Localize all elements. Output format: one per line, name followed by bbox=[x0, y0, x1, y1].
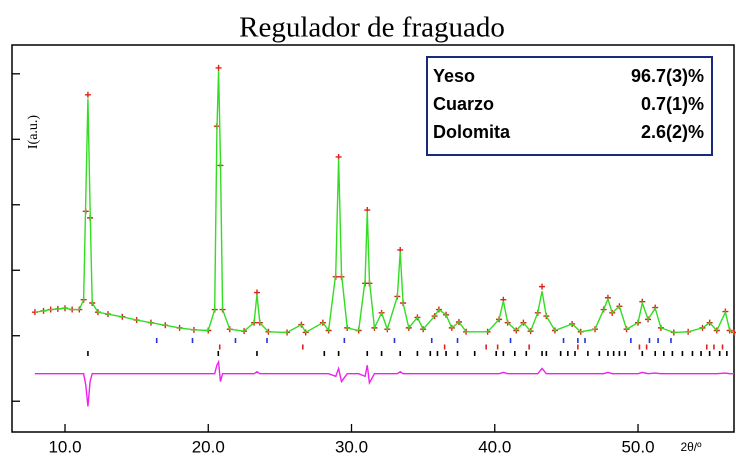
phase-name: Cuarzo bbox=[433, 94, 494, 114]
observed-point bbox=[539, 283, 546, 290]
x-tick-label: 20.0 bbox=[192, 437, 225, 456]
phase-box bbox=[426, 56, 713, 156]
phase-name: Yeso bbox=[433, 66, 475, 86]
phase-fraction: 96.7(3)% bbox=[631, 66, 704, 86]
y-axis-label: I(a.u.) bbox=[26, 115, 41, 150]
x-tick-label: 30.0 bbox=[335, 437, 368, 456]
observed-point bbox=[215, 64, 222, 71]
x-axis-label: 2θ/º bbox=[680, 440, 702, 454]
plot-frame bbox=[11, 44, 735, 433]
x-tick-label: 10.0 bbox=[48, 437, 81, 456]
phase-fraction: 2.6(2)% bbox=[641, 122, 704, 142]
x-tick-label: 40.0 bbox=[478, 437, 511, 456]
observed-point bbox=[84, 91, 91, 98]
profile-line bbox=[34, 70, 735, 334]
phase-fraction: 0.7(1)% bbox=[641, 94, 704, 114]
phase-name: Dolomita bbox=[433, 122, 511, 142]
x-tick-label: 50.0 bbox=[621, 437, 654, 456]
profile-line bbox=[34, 359, 734, 407]
chart-title: Regulador de fraguado bbox=[239, 12, 505, 44]
